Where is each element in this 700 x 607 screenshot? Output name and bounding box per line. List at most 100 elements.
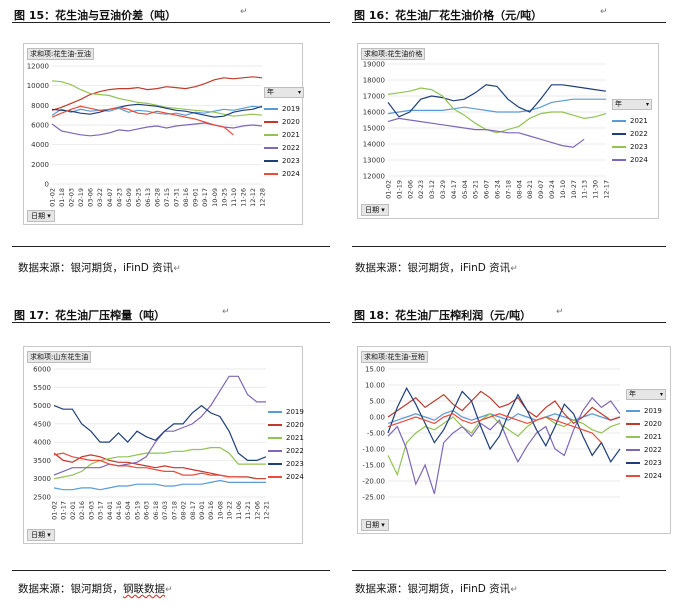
legend-swatch [264, 159, 278, 162]
legend-label: 2019 [286, 407, 304, 416]
chart-plot: 2500 3000 3500 4000 4500 5000 5500 6000 01-02 01-… [33, 366, 271, 520]
series-line-2021 [387, 98, 606, 115]
x-tick-label: 04-17 [450, 180, 458, 199]
legend-swatch [264, 133, 278, 136]
y-tick-label: 4000 [31, 141, 49, 149]
x-tick-label: 10-22 [226, 501, 234, 520]
legend-swatch [268, 436, 282, 439]
x-tick-label: 12-21 [263, 501, 271, 520]
series-line-2020 [51, 76, 263, 111]
chart-legend: 2019 2020 2021 2022 2023 2024 [268, 405, 304, 483]
series-line-2021 [53, 447, 266, 480]
y-tick-label: 3000 [33, 475, 51, 483]
y-tick-label: 0 [45, 181, 49, 189]
legend-item-2020: 2020 [626, 417, 666, 430]
legend-title: 年 [615, 100, 622, 108]
legend-filter-button[interactable]: 年 ▾ [626, 389, 666, 400]
x-tick-label: 01-17 [60, 501, 68, 520]
y-tick-label: 6000 [33, 366, 51, 374]
series-line-2020 [53, 452, 266, 480]
chart-legend: 年 ▾ 2021 2022 2023 2024 [612, 99, 652, 166]
y-tick-label: 13000 [363, 157, 385, 165]
legend-item-2022: 2022 [612, 127, 652, 140]
x-tick-label: 01-18 [58, 188, 66, 207]
x-tick-label: 07-03 [161, 501, 169, 520]
panel-16-chart: 求和项:花生油价格 12000 13000 14000 15000 16000 17000… [357, 43, 659, 219]
pivot-field-label[interactable]: 求和项:山东花生油 [27, 351, 92, 363]
x-tick-label: 02-06 [406, 180, 414, 199]
legend-label: 2024 [282, 169, 300, 178]
x-tick-label: 02-19 [77, 188, 85, 207]
x-tick-label: 01-02 [49, 188, 57, 207]
pivot-field-label[interactable]: 求和项:花生油-豆粕 [361, 351, 428, 363]
legend-label: 2023 [286, 459, 304, 468]
x-tick-label: 06-03 [143, 501, 151, 520]
x-tick-label: 04-16 [115, 501, 123, 520]
date-filter-button[interactable]: 日期 ▾ [27, 529, 55, 541]
return-mark: ↵ [556, 307, 564, 317]
dropdown-arrow-icon: ▾ [297, 89, 301, 96]
y-tick-label: 14000 [363, 141, 385, 149]
x-tick-label: 11-06 [235, 501, 243, 520]
panel-15-title: 图 15：花生油与豆油价差（吨） [14, 9, 177, 22]
x-tick-label: 12-17 [603, 180, 611, 199]
panel-18-bottom-rule [352, 570, 666, 571]
x-tick-label: 08-17 [189, 501, 197, 520]
legend-label: 2022 [644, 445, 662, 454]
y-tick-label: 15.00 [365, 366, 385, 374]
panel-15-top-rule [12, 22, 330, 23]
x-tick-label: 05-25 [134, 188, 142, 207]
panel-16-top-rule [352, 22, 666, 23]
series-line-2022 [51, 122, 263, 137]
panel-16-source: 数据来源：银河期货，iFinD 资讯↵ [355, 262, 518, 274]
legend-item-2022: 2022 [268, 444, 304, 457]
legend-item-2019: 2019 [626, 404, 666, 417]
panel-17-source: 数据来源：银河期货，钢联数据↵ [18, 583, 173, 595]
x-tick-label: 02-16 [78, 501, 86, 520]
series-line-2022 [387, 396, 621, 494]
y-tick-label: -15.00 [362, 462, 385, 470]
legend-filter-button[interactable]: 年 ▾ [264, 87, 304, 98]
x-tick-label: 11-13 [581, 180, 589, 199]
date-filter-label: 日期 [31, 212, 45, 220]
legend-item-2020: 2020 [264, 115, 304, 128]
y-tick-label: 4000 [33, 439, 51, 447]
x-tick-label: 04-01 [106, 501, 114, 520]
x-tick-label: 06-28 [154, 188, 162, 207]
date-filter-label: 日期 [365, 521, 379, 529]
x-tick-label: 12-06 [253, 501, 261, 520]
x-tick-label: 02-23 [417, 180, 425, 199]
legend-label: 2021 [644, 432, 662, 441]
legend-label: 2021 [630, 116, 648, 125]
series-line-2024 [387, 413, 602, 444]
legend-item-2021: 2021 [268, 431, 304, 444]
legend-label: 2024 [286, 472, 304, 481]
panel-15-source: 数据来源：银河期货，iFinD 资讯↵ [18, 262, 181, 274]
return-mark: ↵ [600, 7, 608, 17]
legend-filter-button[interactable]: 年 ▾ [612, 99, 652, 110]
date-filter-button[interactable]: 日期 ▾ [361, 204, 389, 216]
y-tick-label: 19000 [363, 61, 385, 69]
y-tick-label: 5000 [33, 402, 51, 410]
y-tick-label: 12000 [363, 173, 385, 181]
x-tick-label: 12-28 [259, 188, 267, 207]
source-link[interactable]: 钢联数据 [123, 583, 165, 595]
panel-17-chart: 求和项:山东花生油 2500 3000 3500 4000 4500 5000 5500 60… [23, 346, 304, 544]
pivot-field-label[interactable]: 求和项:花生油-豆油 [27, 48, 94, 60]
y-tick-label: 2000 [31, 161, 49, 169]
date-filter-button[interactable]: 日期 ▾ [361, 519, 389, 531]
legend-item-2023: 2023 [626, 456, 666, 469]
x-tick-label: 10-08 [216, 501, 224, 520]
legend-title: 年 [267, 88, 274, 96]
y-tick-label: 10000 [27, 82, 49, 90]
panel-18-title: 图 18：花生油厂压榨利润（元/吨） [354, 309, 532, 322]
x-tick-label: 07-18 [504, 180, 512, 199]
legend-item-2019: 2019 [268, 405, 304, 418]
x-tick-label: 03-22 [96, 188, 104, 207]
legend-label: 2019 [644, 406, 662, 415]
date-filter-button[interactable]: 日期 ▾ [27, 210, 55, 222]
legend-swatch [268, 475, 282, 478]
legend-swatch [612, 145, 626, 148]
panel-16-title: 图 16：花生油厂花生油价格（元/吨） [354, 9, 543, 22]
pivot-field-label[interactable]: 求和项:花生油价格 [361, 48, 426, 60]
